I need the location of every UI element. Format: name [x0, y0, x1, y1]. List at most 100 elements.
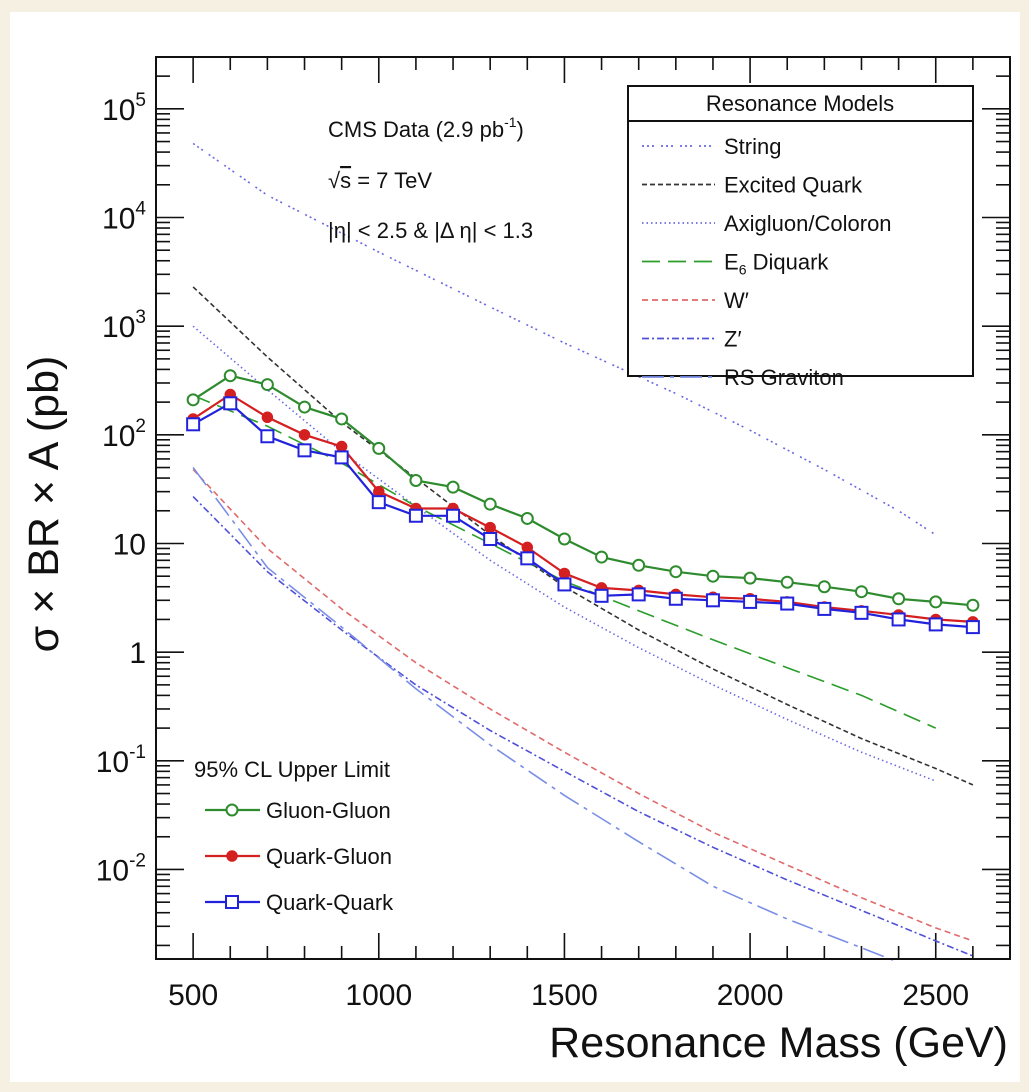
model-legend-entries: String Excited Quark Axigluon/Coloron E6 Di… — [642, 134, 892, 390]
model-curve-w — [192, 468, 974, 942]
model-legend: Resonance Models String Excited Quark Axig… — [627, 85, 974, 390]
data-point-gluon-gluon — [743, 571, 757, 585]
x-tick-label: 2500 — [902, 979, 969, 1012]
legend-label-axigluon-coloron: Axigluon/Coloron — [724, 211, 892, 236]
data-point-gluon-gluon — [260, 378, 274, 392]
legend-label-e6-diquark: E6 Diquark — [724, 250, 829, 278]
series-gluon-gluon — [186, 369, 980, 612]
data-point-quark-quark — [186, 417, 201, 432]
data-point-quark-gluon — [298, 429, 311, 441]
x-axis-label: Resonance Mass (GeV) — [549, 1019, 1008, 1067]
data-point-quark-quark — [594, 588, 609, 603]
series-line-gluon-gluon — [192, 374, 974, 607]
y-tick-label: 104 — [102, 199, 146, 236]
data-point-gluon-gluon — [186, 393, 200, 407]
data-point-gluon-gluon — [892, 592, 906, 606]
data-point-quark-gluon — [373, 485, 385, 498]
tick-labels: 500 1000 1500 2000 2500 10-2 10-1 1 10 102 103 104 1… — [96, 90, 969, 1012]
y-axis-label: σ × BR × A (pb) — [20, 356, 68, 653]
data-point-gluon-gluon — [483, 497, 497, 511]
model-curve-axigluon-coloron — [192, 325, 936, 782]
data-point-quark-quark — [928, 617, 943, 632]
limit-legend-label-quark-gluon: Quark-Gluon — [266, 844, 392, 869]
data-point-gluon-gluon — [632, 558, 646, 572]
data-point-quark-quark — [668, 591, 683, 606]
data-point-quark-gluon — [484, 521, 496, 534]
data-point-quark-quark — [891, 612, 906, 627]
limit-legend-label-quark-quark: Quark-Quark — [266, 890, 394, 915]
model-curve-z — [192, 496, 974, 957]
data-point-quark-quark — [780, 596, 795, 611]
data-point-gluon-gluon — [780, 575, 794, 589]
legend-label-rs-graviton: RS Graviton — [724, 365, 844, 390]
limit-legend-marker-gluon-gluon — [225, 803, 239, 817]
data-point-quark-quark — [743, 594, 758, 609]
model-curve-e6-diquark — [192, 394, 937, 729]
data-point-gluon-gluon — [298, 400, 312, 414]
data-point-gluon-gluon — [557, 532, 571, 546]
legend-label-excited-quark: Excited Quark — [724, 173, 863, 198]
x-tick-label: 1000 — [345, 979, 412, 1012]
data-point-quark-gluon — [521, 541, 534, 554]
y-tick-label: 1 — [129, 637, 146, 670]
y-tick-label: 10-2 — [96, 850, 146, 887]
model-curve-excited-quark — [192, 286, 974, 786]
model-curve-rs-graviton — [192, 467, 899, 964]
data-point-quark-quark — [483, 531, 498, 546]
model-legend-box — [627, 85, 974, 377]
data-point-quark-quark — [297, 443, 312, 458]
limit-series — [186, 369, 980, 635]
data-point-gluon-gluon — [817, 580, 831, 594]
data-point-gluon-gluon — [409, 473, 423, 487]
data-point-gluon-gluon — [223, 369, 237, 383]
data-point-quark-quark — [965, 620, 980, 635]
data-point-gluon-gluon — [335, 412, 349, 426]
figure-frame: 500 1000 1500 2000 2500 10-2 10-1 1 10 102 103 104 1… — [10, 12, 1020, 1082]
annotation-line-2: √s = 7 TeV — [328, 168, 432, 193]
x-tick-label: 1500 — [531, 979, 598, 1012]
data-point-gluon-gluon — [520, 511, 534, 525]
data-point-quark-quark — [371, 495, 386, 510]
model-curve-string — [192, 142, 937, 536]
data-point-gluon-gluon — [706, 569, 720, 583]
annotation-line-1: CMS Data (2.9 pb-1) — [328, 114, 524, 142]
y-tick-label: 102 — [102, 416, 146, 453]
data-point-quark-gluon — [335, 440, 348, 453]
data-point-quark-quark — [446, 508, 461, 523]
data-annotation: CMS Data (2.9 pb-1) √s = 7 TeV |η| < 2.5… — [328, 114, 533, 243]
data-point-quark-gluon — [558, 567, 571, 580]
data-point-quark-quark — [520, 551, 535, 566]
annotation-line-3: |η| < 2.5 & |Δ η| < 1.3 — [328, 218, 533, 243]
legend-label-z: Z′ — [724, 327, 742, 352]
data-point-gluon-gluon — [446, 480, 460, 494]
axis-ticks — [155, 56, 1011, 959]
data-point-quark-quark — [631, 587, 646, 602]
data-point-gluon-gluon — [372, 441, 386, 455]
data-point-quark-quark — [817, 601, 832, 616]
data-point-gluon-gluon — [854, 585, 868, 599]
data-point-quark-quark — [223, 396, 238, 411]
model-curves — [192, 142, 974, 964]
data-point-quark-quark — [260, 429, 275, 444]
data-point-quark-quark — [334, 450, 349, 465]
model-legend-title: Resonance Models — [706, 91, 894, 116]
limit-legend-marker-quark-quark — [225, 895, 239, 909]
y-tick-label: 10-1 — [96, 742, 146, 779]
y-tick-label: 105 — [102, 90, 146, 127]
plot-area — [155, 56, 1011, 960]
data-point-quark-gluon — [261, 411, 274, 424]
limit-legend: 95% CL Upper Limit Gluon-Gluon Quark-Gluo… — [194, 757, 394, 915]
limit-legend-marker-quark-gluon — [226, 850, 238, 862]
data-point-gluon-gluon — [669, 565, 683, 579]
data-point-quark-quark — [854, 605, 869, 620]
y-tick-label: 103 — [102, 307, 146, 344]
series-quark-quark — [186, 396, 980, 635]
x-tick-label: 2000 — [717, 979, 784, 1012]
data-point-quark-quark — [557, 577, 572, 592]
limit-legend-entries: Gluon-Gluon Quark-Gluon Quark-Quark — [205, 798, 394, 915]
series-line-quark-quark — [192, 401, 973, 629]
x-tick-label: 500 — [168, 979, 218, 1012]
data-point-gluon-gluon — [966, 598, 980, 612]
chart: 500 1000 1500 2000 2500 10-2 10-1 1 10 102 103 104 1… — [20, 56, 1011, 1067]
data-point-quark-quark — [408, 508, 423, 523]
